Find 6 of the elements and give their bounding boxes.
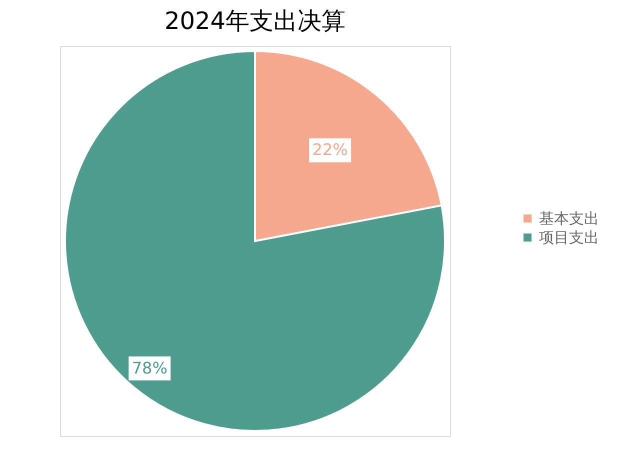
legend-label: 项目支出 <box>539 228 599 246</box>
pie-slice <box>64 50 446 432</box>
legend-label: 基本支出 <box>539 210 599 228</box>
data-label: 22% <box>312 140 348 160</box>
data-label: 78% <box>132 358 168 378</box>
chart-title: 2024年支出决算 <box>164 7 346 35</box>
